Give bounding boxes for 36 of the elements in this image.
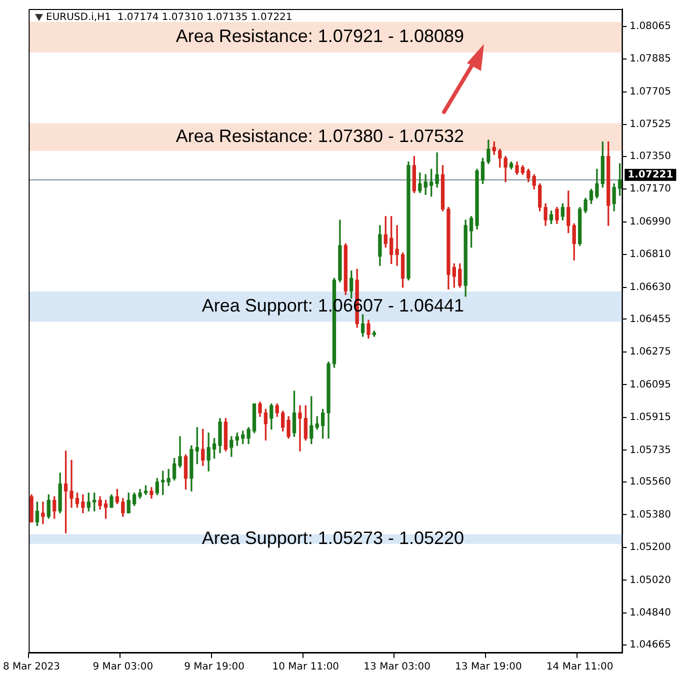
x-tick-label: 8 Mar 2023 (3, 662, 60, 673)
y-tick-label: 1.07885 (630, 54, 672, 65)
x-tick-label: 9 Mar 03:00 (92, 662, 154, 673)
y-tick-label: 1.08065 (630, 20, 672, 32)
y-tick-label: 1.05200 (630, 542, 672, 554)
y-tick-label: 1.06455 (630, 314, 672, 325)
y-tick-label: 1.05560 (630, 476, 672, 488)
x-tick-label: 14 Mar 11:00 (546, 662, 614, 673)
y-tick-label: 1.05735 (630, 444, 672, 456)
y-tick-label: 1.07705 (630, 86, 672, 98)
x-tick-label: 13 Mar 19:00 (455, 662, 522, 673)
y-tick-label: 1.06630 (630, 282, 672, 293)
y-tick-label: 1.07170 (630, 184, 672, 195)
band-label: Area Support: 1.05273 - 1.05220 (202, 528, 464, 548)
x-tick-label: 13 Mar 03:00 (364, 662, 430, 673)
y-tick-label: 1.06990 (630, 216, 672, 228)
candlestick (298, 405, 302, 452)
candlestick (395, 225, 399, 266)
y-tick-label: 1.06095 (630, 379, 672, 390)
y-tick-label: 1.06810 (630, 249, 672, 260)
x-tick-label: 10 Mar 11:00 (272, 662, 340, 673)
y-tick-label: 1.05020 (630, 574, 672, 586)
ref-line-label: 1.07221 (628, 169, 674, 180)
y-tick-label: 1.06275 (630, 346, 672, 358)
candlestick (70, 460, 74, 508)
y-tick-label: 1.05915 (630, 412, 672, 424)
chart-title: EURUSD.i,H1 1.07174 1.07310 1.07135 1.07221 (46, 12, 292, 23)
x-tick-label: 9 Mar 19:00 (184, 662, 244, 673)
y-tick-label: 1.05380 (630, 509, 672, 520)
band-label: Area Resistance: 1.07921 - 1.08089 (176, 26, 464, 46)
candlestick (41, 502, 45, 524)
y-tick-label: 1.04840 (630, 608, 672, 619)
y-tick-label: 1.04665 (630, 639, 672, 650)
y-tick-label: 1.07350 (630, 150, 672, 162)
y-tick-label: 1.07525 (630, 119, 672, 130)
band-label: Area Resistance: 1.07380 - 1.07532 (176, 126, 464, 146)
